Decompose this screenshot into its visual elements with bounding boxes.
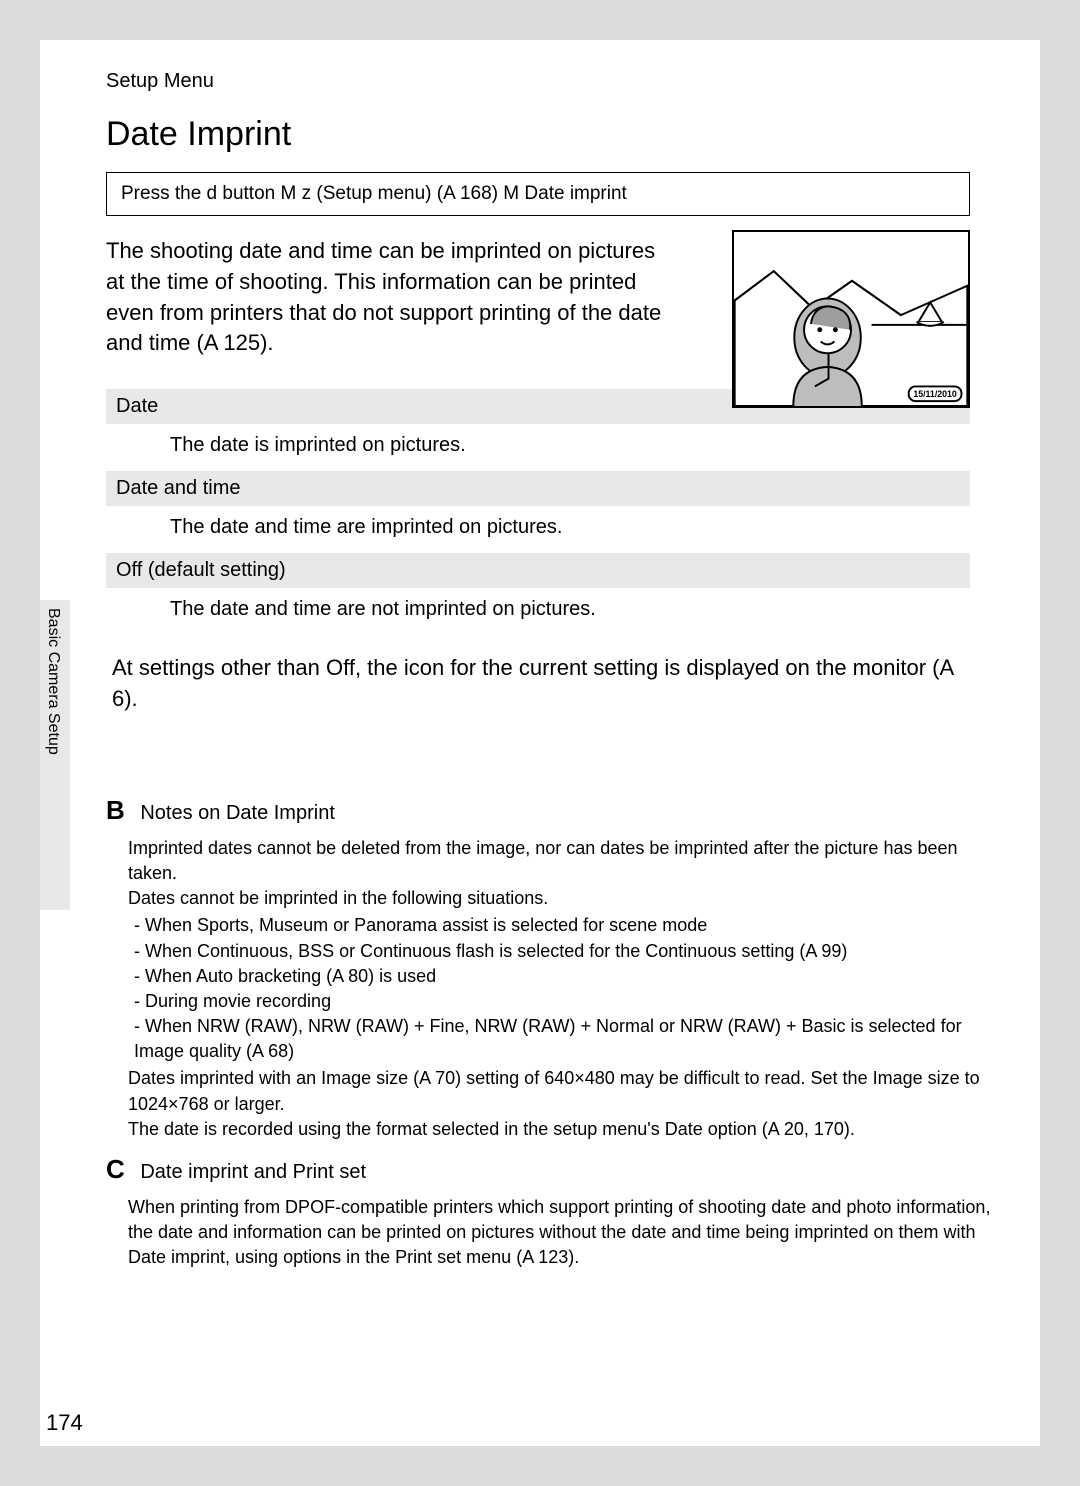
bullet-item: When Sports, Museum or Panorama assist i… bbox=[134, 913, 1000, 938]
page-number: 174 bbox=[46, 1410, 83, 1436]
notes-body: Imprinted dates cannot be deleted from t… bbox=[128, 836, 1000, 1142]
nav-path-box: Press the d button M z (Setup menu) (A 1… bbox=[106, 172, 970, 216]
note-symbol-icon: C bbox=[106, 1154, 125, 1184]
section-label: Setup Menu bbox=[106, 70, 1000, 93]
side-tab: Basic Camera Setup bbox=[40, 600, 70, 910]
bullet-item: When Auto bracketing (A 80) is used bbox=[134, 964, 1000, 989]
notes-section-1: B Notes on Date Imprint Imprinted dates … bbox=[106, 795, 1000, 1142]
sample-image: 15/11/2010 bbox=[732, 230, 970, 408]
sample-drawing-icon: 15/11/2010 bbox=[734, 232, 968, 406]
notes-p: When printing from DPOF-compatible print… bbox=[128, 1195, 1000, 1271]
option-name: Off (default setting) bbox=[106, 553, 970, 588]
after-table-paragraph: At settings other than Off, the icon for… bbox=[112, 653, 970, 715]
notes-p: Dates imprinted with an Image size (A 70… bbox=[128, 1066, 1000, 1116]
option-desc: The date and time are imprinted on pictu… bbox=[106, 506, 1000, 553]
notes-heading-text: Date imprint and Print set bbox=[140, 1161, 366, 1183]
manual-page: Basic Camera Setup Setup Menu Date Impri… bbox=[40, 40, 1040, 1446]
note-symbol-icon: B bbox=[106, 795, 125, 825]
options-table: Date The date is imprinted on pictures. … bbox=[106, 389, 1000, 635]
nav-path-text: Press the d button M z (Setup menu) (A 1… bbox=[121, 183, 627, 204]
notes-body: When printing from DPOF-compatible print… bbox=[128, 1195, 1000, 1271]
notes-p: Dates cannot be imprinted in the followi… bbox=[128, 886, 1000, 911]
option-desc: The date is imprinted on pictures. bbox=[106, 424, 1000, 471]
side-tab-label: Basic Camera Setup bbox=[44, 608, 62, 755]
bullet-item: When NRW (RAW), NRW (RAW) + Fine, NRW (R… bbox=[134, 1014, 1000, 1064]
notes-bullets: When Sports, Museum or Panorama assist i… bbox=[134, 913, 1000, 1064]
intro-paragraph: The shooting date and time can be imprin… bbox=[106, 236, 676, 359]
notes-section-2: C Date imprint and Print set When printi… bbox=[106, 1154, 1000, 1271]
sample-date-text: 15/11/2010 bbox=[913, 389, 957, 399]
notes-p: Imprinted dates cannot be deleted from t… bbox=[128, 836, 1000, 886]
bullet-item: When Continuous, BSS or Continuous flash… bbox=[134, 939, 1000, 964]
page-title: Date Imprint bbox=[106, 115, 1000, 154]
notes-heading-text: Notes on Date Imprint bbox=[140, 802, 335, 824]
option-desc: The date and time are not imprinted on p… bbox=[106, 588, 1000, 635]
option-name: Date and time bbox=[106, 471, 970, 506]
notes-p: The date is recorded using the format se… bbox=[128, 1117, 1000, 1142]
body-wrap: The shooting date and time can be imprin… bbox=[106, 236, 1000, 715]
bullet-item: During movie recording bbox=[134, 989, 1000, 1014]
notes-heading: C Date imprint and Print set bbox=[106, 1154, 1000, 1185]
notes-heading: B Notes on Date Imprint bbox=[106, 795, 1000, 826]
